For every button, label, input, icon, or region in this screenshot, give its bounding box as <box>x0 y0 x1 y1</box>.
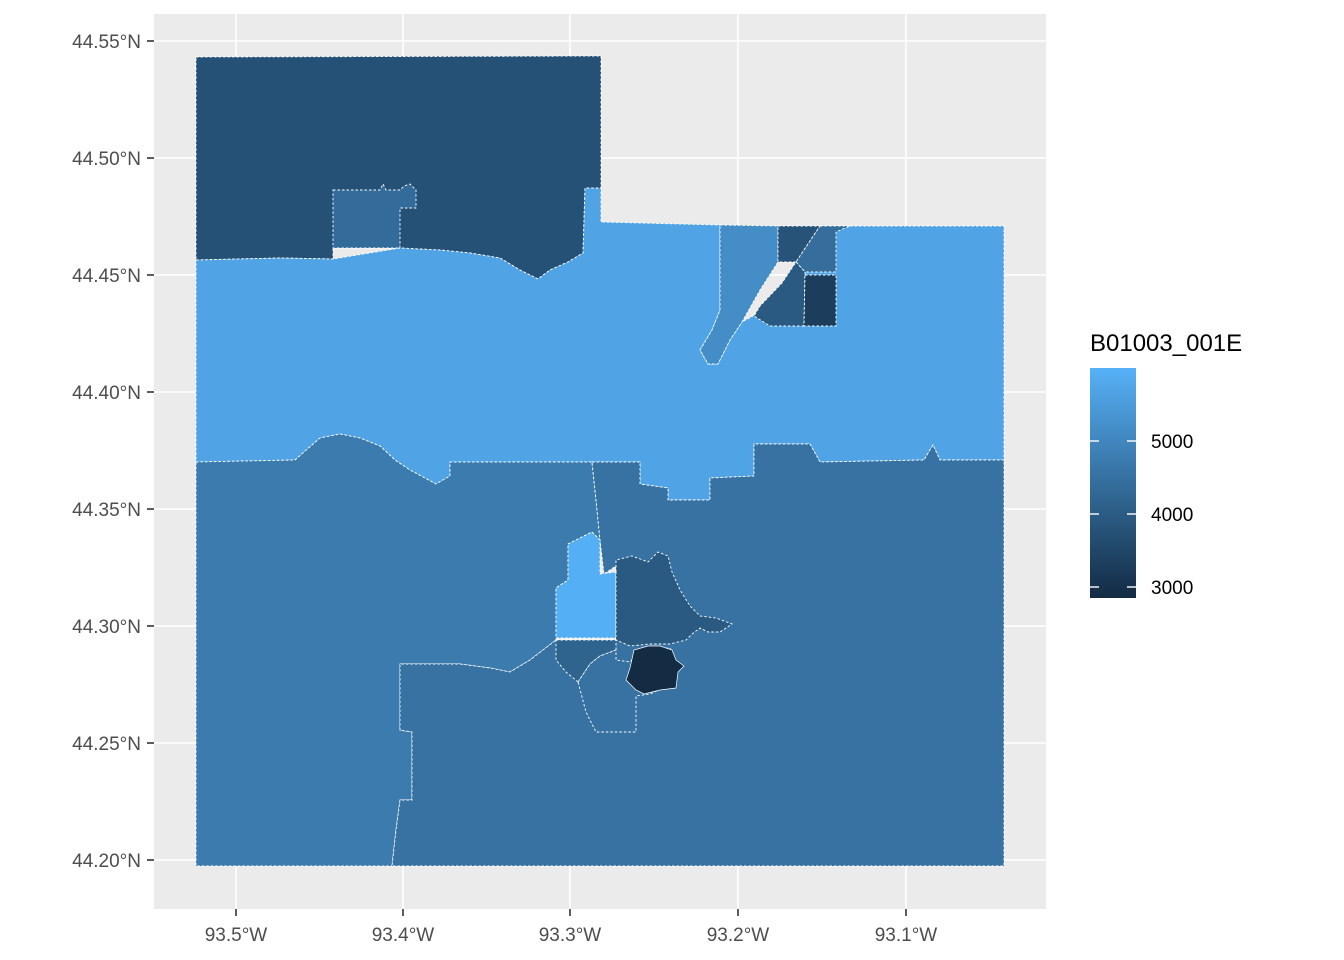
x-tick-label: 93.4°W <box>372 925 435 946</box>
tracts <box>195 55 1005 867</box>
y-tick-labels: 44.55°N 44.50°N 44.45°N 44.40°N 44.35°N … <box>72 32 141 872</box>
legend-label: 3000 <box>1151 578 1193 599</box>
x-tick-label: 93.1°W <box>875 925 938 946</box>
y-tick-label: 44.55°N <box>72 32 141 53</box>
tract-east-mid-left <box>753 261 806 327</box>
y-tick-label: 44.25°N <box>72 734 141 755</box>
tract-east-mid-right <box>803 274 837 327</box>
y-tick-label: 44.45°N <box>72 266 141 287</box>
tract-east-top-right <box>795 225 851 273</box>
y-tick-label: 44.50°N <box>72 149 141 170</box>
axis-ticks <box>147 40 907 916</box>
x-tick-label: 93.5°W <box>205 925 268 946</box>
tract-east-strip <box>699 224 779 365</box>
y-tick-label: 44.35°N <box>72 500 141 521</box>
tract-center-dark <box>615 551 733 647</box>
x-tick-labels: 93.5°W 93.4°W 93.3°W 93.2°W 93.1°W <box>205 925 938 946</box>
y-tick-label: 44.30°N <box>72 617 141 638</box>
x-tick-label: 93.3°W <box>539 925 602 946</box>
x-tick-label: 93.2°W <box>707 925 770 946</box>
legend: B01003_001E 5000 4000 3000 <box>1090 330 1242 599</box>
y-tick-label: 44.40°N <box>72 383 141 404</box>
tract-center-light <box>555 531 617 639</box>
y-tick-label: 44.20°N <box>72 851 141 872</box>
legend-colorbar <box>1090 368 1136 598</box>
legend-label: 5000 <box>1151 432 1193 453</box>
legend-label: 4000 <box>1151 505 1193 526</box>
legend-title: B01003_001E <box>1090 330 1242 357</box>
tract-center-darkest <box>625 645 685 695</box>
legend-ticks <box>1090 440 1136 588</box>
